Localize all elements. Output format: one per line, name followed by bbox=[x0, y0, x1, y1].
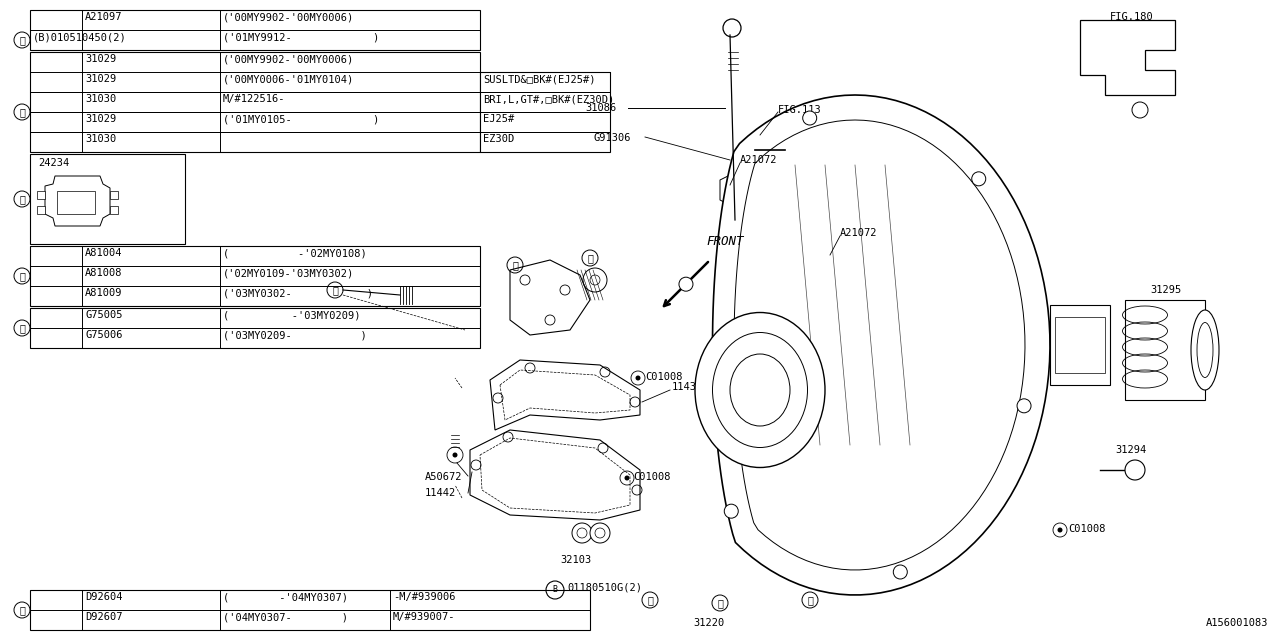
Text: (          -'03MY0209): ( -'03MY0209) bbox=[223, 310, 361, 320]
Text: (B)010510450(2): (B)010510450(2) bbox=[33, 32, 127, 42]
Bar bbox=[37, 191, 45, 199]
Circle shape bbox=[453, 452, 457, 458]
Text: D92607: D92607 bbox=[84, 612, 123, 622]
Bar bbox=[29, 52, 480, 152]
Text: ('04MY0307-        ): ('04MY0307- ) bbox=[223, 612, 348, 622]
Circle shape bbox=[1018, 399, 1030, 413]
Text: A50672: A50672 bbox=[425, 472, 462, 482]
Text: 11431: 11431 bbox=[672, 382, 703, 392]
Circle shape bbox=[1057, 527, 1062, 532]
Text: ①: ① bbox=[332, 285, 338, 295]
Text: ⑤: ⑤ bbox=[717, 598, 723, 608]
Text: FIG.180: FIG.180 bbox=[1110, 12, 1153, 22]
Text: A21097: A21097 bbox=[84, 12, 123, 22]
Text: FRONT: FRONT bbox=[707, 235, 744, 248]
Text: 31030: 31030 bbox=[84, 94, 116, 104]
Circle shape bbox=[724, 504, 739, 518]
Bar bbox=[1125, 300, 1204, 400]
Bar bbox=[110, 206, 118, 214]
Text: 31294: 31294 bbox=[1115, 445, 1147, 455]
Text: 32103: 32103 bbox=[561, 555, 591, 565]
Text: M/#939007-: M/#939007- bbox=[393, 612, 456, 622]
Bar bbox=[29, 10, 480, 50]
Text: ⑤: ⑤ bbox=[19, 323, 24, 333]
Text: 11442: 11442 bbox=[425, 488, 456, 498]
Text: A21072: A21072 bbox=[840, 228, 878, 238]
Text: FIG.113: FIG.113 bbox=[778, 105, 822, 115]
Text: ('00MY0006-'01MY0104): ('00MY0006-'01MY0104) bbox=[223, 74, 355, 84]
Text: B: B bbox=[553, 586, 558, 595]
Text: EJ25#: EJ25# bbox=[483, 114, 515, 124]
Ellipse shape bbox=[1190, 310, 1219, 390]
Text: BRI,L,GT#,□BK#(EZ30D): BRI,L,GT#,□BK#(EZ30D) bbox=[483, 94, 614, 104]
Text: (           -'02MY0108): ( -'02MY0108) bbox=[223, 248, 367, 258]
Text: 31295: 31295 bbox=[1149, 285, 1181, 295]
Text: SUSLTD&□BK#(EJ25#): SUSLTD&□BK#(EJ25#) bbox=[483, 74, 595, 84]
Circle shape bbox=[972, 172, 986, 186]
Bar bbox=[37, 206, 45, 214]
Polygon shape bbox=[713, 95, 1050, 595]
Text: C01008: C01008 bbox=[645, 372, 682, 382]
Bar bbox=[1050, 305, 1110, 385]
Text: 31086: 31086 bbox=[585, 103, 616, 113]
Circle shape bbox=[625, 476, 630, 481]
Text: ('00MY9902-'00MY0006): ('00MY9902-'00MY0006) bbox=[223, 12, 355, 22]
Text: 31029: 31029 bbox=[84, 114, 116, 124]
Text: ('00MY9902-'00MY0006): ('00MY9902-'00MY0006) bbox=[223, 54, 355, 64]
Text: 31030: 31030 bbox=[84, 134, 116, 144]
Text: G75005: G75005 bbox=[84, 310, 123, 320]
Bar bbox=[29, 246, 480, 306]
Text: ('03MY0302-            ): ('03MY0302- ) bbox=[223, 288, 372, 298]
Bar bbox=[110, 191, 118, 199]
Text: A21072: A21072 bbox=[740, 155, 777, 165]
Text: G75006: G75006 bbox=[84, 330, 123, 340]
Bar bbox=[480, 72, 611, 152]
Text: ③: ③ bbox=[588, 253, 593, 263]
Bar bbox=[1055, 317, 1105, 373]
Text: 01180510G(2): 01180510G(2) bbox=[567, 582, 643, 592]
Text: 31029: 31029 bbox=[84, 74, 116, 84]
Text: (        -'04MY0307): ( -'04MY0307) bbox=[223, 592, 348, 602]
Text: ④: ④ bbox=[808, 595, 813, 605]
Circle shape bbox=[635, 376, 640, 381]
Text: ③: ③ bbox=[19, 194, 24, 204]
Circle shape bbox=[678, 277, 692, 291]
Bar bbox=[29, 308, 480, 348]
Text: ('02MY0109-'03MY0302): ('02MY0109-'03MY0302) bbox=[223, 268, 355, 278]
Circle shape bbox=[1125, 460, 1146, 480]
Text: C01008: C01008 bbox=[634, 472, 671, 482]
Text: ('03MY0209-           ): ('03MY0209- ) bbox=[223, 330, 367, 340]
Text: D92604: D92604 bbox=[84, 592, 123, 602]
Circle shape bbox=[803, 111, 817, 125]
Text: M/#122516-: M/#122516- bbox=[223, 94, 285, 104]
Text: A156001083: A156001083 bbox=[1206, 618, 1268, 628]
Circle shape bbox=[590, 523, 611, 543]
Text: 31220: 31220 bbox=[692, 618, 724, 628]
Text: 31029: 31029 bbox=[84, 54, 116, 64]
Text: ④: ④ bbox=[19, 271, 24, 281]
Text: 24234: 24234 bbox=[38, 158, 69, 168]
Circle shape bbox=[572, 523, 591, 543]
Text: ('01MY9912-             ): ('01MY9912- ) bbox=[223, 32, 379, 42]
Text: ('01MY0105-             ): ('01MY0105- ) bbox=[223, 114, 379, 124]
Text: ②: ② bbox=[19, 107, 24, 117]
Text: G91306: G91306 bbox=[593, 133, 631, 143]
Bar bbox=[29, 154, 186, 244]
Bar bbox=[29, 590, 590, 630]
Text: EZ30D: EZ30D bbox=[483, 134, 515, 144]
Circle shape bbox=[893, 565, 908, 579]
Text: ⑥: ⑥ bbox=[19, 605, 24, 615]
Text: -M/#939006: -M/#939006 bbox=[393, 592, 456, 602]
Text: ②: ② bbox=[512, 260, 518, 270]
Text: ⑥: ⑥ bbox=[648, 595, 653, 605]
Ellipse shape bbox=[695, 312, 826, 467]
Text: A81004: A81004 bbox=[84, 248, 123, 258]
Text: A81008: A81008 bbox=[84, 268, 123, 278]
Text: C01008: C01008 bbox=[1068, 524, 1106, 534]
Text: A81009: A81009 bbox=[84, 288, 123, 298]
Text: ①: ① bbox=[19, 35, 24, 45]
